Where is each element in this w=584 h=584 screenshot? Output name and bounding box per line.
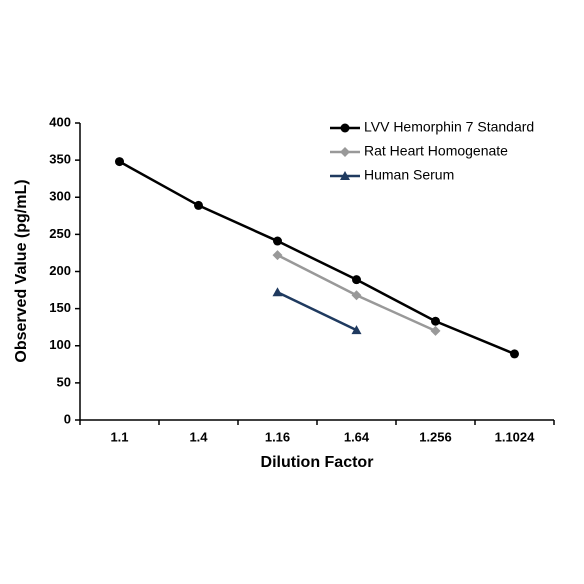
x-axis-title: Dilution Factor <box>261 454 374 471</box>
y-tick-label: 350 <box>49 152 71 167</box>
legend-text: Rat Heart Homogenate <box>364 143 508 159</box>
y-tick-label: 250 <box>49 226 71 241</box>
marker <box>194 200 203 210</box>
x-tick-label: 1.1 <box>110 429 128 444</box>
marker <box>273 236 282 246</box>
marker <box>272 250 283 261</box>
marker <box>115 157 124 167</box>
x-tick-label: 1.64 <box>344 429 370 444</box>
y-tick-label: 300 <box>49 189 71 204</box>
x-tick-label: 1.256 <box>419 429 452 444</box>
y-tick-label: 200 <box>49 263 71 278</box>
marker <box>351 290 362 301</box>
marker <box>351 325 362 335</box>
marker <box>510 349 519 359</box>
legend-text: Human Serum <box>364 167 454 183</box>
y-axis-title: Observed Value (pg/mL) <box>13 179 30 362</box>
y-tick-label: 150 <box>49 300 71 315</box>
marker <box>430 325 441 336</box>
y-tick-label: 400 <box>49 114 71 129</box>
marker <box>352 275 361 285</box>
marker <box>340 123 350 133</box>
x-tick-label: 1.1024 <box>495 429 536 444</box>
marker <box>431 316 440 326</box>
series-line <box>276 291 358 332</box>
legend-text: LVV Hemorphin 7 Standard <box>364 119 534 135</box>
x-tick-label: 1.4 <box>189 429 208 444</box>
y-tick-label: 50 <box>57 374 71 389</box>
marker <box>340 171 350 180</box>
y-tick-label: 0 <box>64 411 71 426</box>
marker <box>272 287 283 297</box>
marker <box>340 147 350 157</box>
y-tick-label: 100 <box>49 337 71 352</box>
series-line <box>118 160 515 356</box>
x-tick-label: 1.16 <box>265 429 290 444</box>
